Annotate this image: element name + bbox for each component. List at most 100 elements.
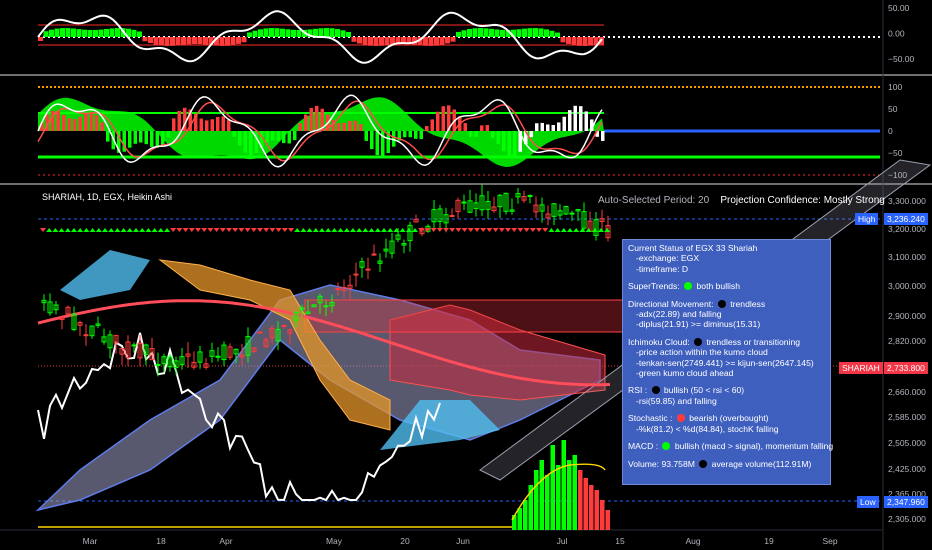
signal-marker-icon: [244, 228, 251, 232]
signal-marker-icon: [145, 228, 152, 232]
symbol-tag: SHARIAH: [839, 362, 883, 374]
oscillator-1-bar: [324, 28, 329, 37]
oscillator-1-bar: [186, 37, 192, 45]
signal-marker-icon: [257, 228, 263, 232]
oscillator-1-bar: [60, 28, 65, 37]
signal-marker-icon: [381, 228, 387, 232]
candle-body: [335, 287, 341, 291]
oscillator-pane-1[interactable]: [37, 10, 880, 64]
candle-body: [179, 356, 185, 366]
candle-body: [71, 313, 77, 331]
candle-body: [539, 204, 545, 212]
oscillator-2-bar: [254, 131, 258, 154]
oscillator-2-bar: [425, 125, 429, 131]
oscillator-1-bar: [527, 28, 533, 37]
oscillator-2-bar: [144, 131, 148, 145]
oscillator-1-bar: [142, 37, 148, 42]
signal-marker-icon: [281, 228, 288, 232]
candle-body: [443, 214, 449, 224]
signal-marker-icon: [443, 228, 449, 232]
candle-body: [125, 341, 131, 359]
x-tick-label: Aug: [685, 536, 700, 546]
oscillator-1-bar: [87, 29, 93, 37]
oscillator-2-bar: [177, 110, 181, 131]
oscillator-1-bar: [318, 28, 324, 37]
oscillator-1-bar: [54, 28, 60, 37]
oscillator-1-bar: [126, 28, 131, 37]
status-panel: Current Status of EGX 33 Shariah -exchan…: [622, 239, 834, 485]
oscillator-pane-2[interactable]: [37, 86, 880, 176]
oscillator-2-bar: [474, 131, 478, 137]
candle-body: [203, 363, 209, 368]
status-exchange: -exchange: EGX: [636, 253, 700, 264]
oscillator-2-bar: [95, 115, 99, 131]
signal-marker-icon: [46, 228, 53, 232]
oscillator-2-bar: [392, 131, 396, 147]
signal-marker-icon: [542, 228, 549, 232]
oscillator-1-bar: [500, 29, 505, 37]
signal-marker-icon: [536, 228, 542, 232]
chart-title: SHARIAH, 1D, EGX, Heikin Ashi: [42, 192, 173, 202]
volume-bar: [545, 475, 550, 530]
oscillator-2-bar: [513, 131, 517, 157]
oscillator-2-bar: [73, 118, 77, 131]
oscillator-1-bar: [131, 29, 137, 37]
oscillator-2-bar: [128, 131, 132, 148]
status-title: Current Status of EGX 33 Shariah: [628, 243, 758, 253]
candle-body: [497, 194, 503, 208]
y-tick-label: 2,585.000: [888, 412, 926, 422]
volume-bar: [578, 470, 583, 530]
oscillator-1-bar: [379, 37, 384, 46]
oscillator-2-bar: [315, 105, 319, 131]
status-rsi-value: -rsi(59.85) and falling: [636, 395, 717, 406]
x-tick-label: 20: [400, 536, 410, 546]
volume-bar: [589, 485, 594, 530]
oscillator-2-bar: [403, 131, 407, 138]
oscillator-1-bar: [71, 28, 76, 37]
volume-bar: [550, 445, 555, 530]
candle-body: [569, 212, 575, 215]
oscillator-2-bar: [601, 131, 605, 141]
candle-body: [365, 268, 371, 271]
oscillator-2-bar: [45, 114, 49, 131]
oscillator-1-bar: [406, 37, 412, 45]
candle-body: [155, 363, 161, 366]
oscillator-1-bar: [307, 29, 313, 37]
oscillator-2-bar: [491, 131, 495, 138]
signal-marker-icon: [294, 228, 301, 232]
oscillator-1-bar: [522, 28, 527, 37]
oscillator-2-bar: [298, 123, 302, 131]
status-stochastic: Stochastic : bearish (overbought): [628, 413, 769, 424]
oscillator-2-bar: [56, 111, 60, 131]
candle-body: [521, 196, 527, 201]
status-adx: -adx(22.89) and falling: [636, 309, 722, 320]
candle-body: [437, 208, 443, 222]
oscillator-2-bar: [414, 131, 418, 139]
oscillator-1-bar: [137, 31, 142, 37]
candle-body: [407, 224, 413, 242]
status-macd: MACD : bullish (macd > signal), momentum…: [628, 441, 834, 452]
oscillator-2-bar: [100, 122, 104, 131]
oscillator-1-bar: [291, 29, 296, 37]
signal-marker-icon: [71, 228, 77, 232]
signal-marker-icon: [250, 228, 257, 232]
oscillator-1-bar: [445, 37, 450, 44]
signal-marker-icon: [548, 228, 555, 232]
oscillator-2-bar: [183, 107, 187, 131]
oscillator-2-bar: [524, 131, 528, 145]
oscillator-1-bar: [478, 28, 483, 37]
y-tick-label: 2,505.000: [888, 438, 926, 448]
signal-marker-icon: [486, 228, 493, 232]
oscillator-2-bar: [535, 123, 539, 131]
volume-bar: [512, 515, 517, 530]
bullish-dot-icon: [684, 282, 693, 291]
oscillator-1-bar: [571, 37, 577, 46]
candle-body: [269, 327, 275, 339]
low-tag: Low: [857, 496, 879, 508]
oscillator-2-bar: [51, 110, 55, 131]
oscillator-1-bar: [225, 37, 230, 46]
oscillator-2-bar: [496, 131, 500, 145]
oscillator-1-bar: [483, 28, 489, 37]
candle-body: [563, 206, 569, 215]
candle-body: [83, 334, 89, 337]
